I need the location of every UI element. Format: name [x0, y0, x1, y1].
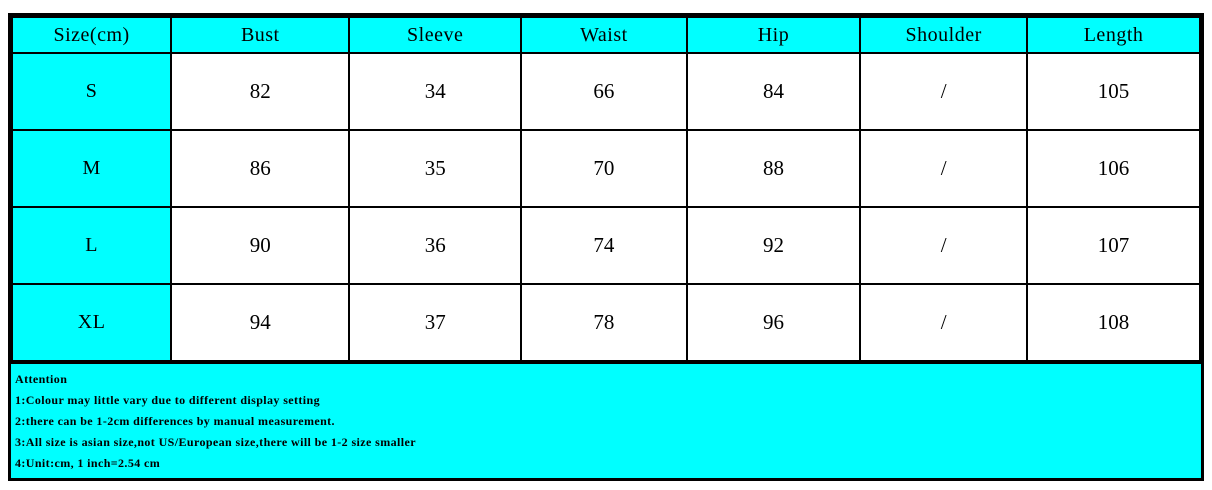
size-label-cell: L [10, 206, 173, 285]
header-cell-bust: Bust [170, 16, 351, 54]
value-cell-length: 105 [1026, 52, 1201, 131]
value-cell-sleeve: 36 [348, 206, 523, 285]
size-table: Size(cm) Bust Sleeve Waist Hip Shoulder … [10, 16, 1201, 362]
value-cell-bust: 86 [170, 129, 351, 208]
header-cell-sleeve: Sleeve [348, 16, 523, 54]
table-row-l: L 90 36 74 92 / 107 [10, 206, 1201, 285]
header-cell-shoulder: Shoulder [859, 16, 1029, 54]
size-label-cell: S [10, 52, 173, 131]
value-cell-waist: 78 [520, 283, 688, 362]
note-line-2: 2:there can be 1-2cm differences by manu… [15, 414, 335, 428]
attention-notes: Attention 1:Colour may little vary due t… [11, 362, 1201, 478]
value-cell-shoulder: / [859, 52, 1029, 131]
value-cell-hip: 88 [685, 129, 862, 208]
value-cell-sleeve: 35 [348, 129, 523, 208]
header-row: Size(cm) Bust Sleeve Waist Hip Shoulder … [10, 16, 1201, 54]
value-cell-bust: 90 [170, 206, 351, 285]
header-cell-waist: Waist [520, 16, 688, 54]
value-cell-length: 107 [1026, 206, 1201, 285]
value-cell-bust: 82 [170, 52, 351, 131]
value-cell-bust: 94 [170, 283, 351, 362]
value-cell-hip: 84 [685, 52, 862, 131]
note-line-1: 1:Colour may little vary due to differen… [15, 393, 321, 407]
header-cell-length: Length [1026, 16, 1201, 54]
size-label-cell: M [10, 129, 173, 208]
value-cell-waist: 74 [520, 206, 688, 285]
value-cell-waist: 70 [520, 129, 688, 208]
value-cell-shoulder: / [859, 129, 1029, 208]
table-row-m: M 86 35 70 88 / 106 [10, 129, 1201, 208]
size-label-cell: XL [10, 283, 173, 362]
value-cell-hip: 92 [685, 206, 862, 285]
value-cell-waist: 66 [520, 52, 688, 131]
value-cell-length: 106 [1026, 129, 1201, 208]
table-row-s: S 82 34 66 84 / 105 [10, 52, 1201, 131]
value-cell-shoulder: / [859, 283, 1029, 362]
value-cell-hip: 96 [685, 283, 862, 362]
header-cell-hip: Hip [685, 16, 862, 54]
note-line-4: 4:Unit:cm, 1 inch=2.54 cm [15, 456, 161, 470]
note-line-3: 3:All size is asian size,not US/European… [15, 435, 416, 449]
table-row-xl: XL 94 37 78 96 / 108 [10, 283, 1201, 362]
notes-title: Attention [15, 372, 68, 386]
value-cell-sleeve: 34 [348, 52, 523, 131]
size-chart: Size(cm) Bust Sleeve Waist Hip Shoulder … [8, 13, 1204, 481]
value-cell-shoulder: / [859, 206, 1029, 285]
value-cell-length: 108 [1026, 283, 1201, 362]
value-cell-sleeve: 37 [348, 283, 523, 362]
header-cell-size: Size(cm) [10, 16, 173, 54]
